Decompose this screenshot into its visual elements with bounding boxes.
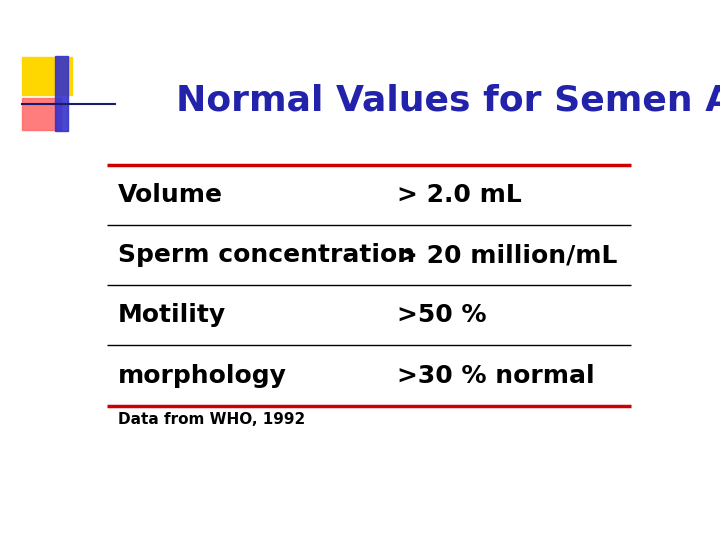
Text: Normal Values for Semen Analysis: Normal Values for Semen Analysis — [176, 84, 720, 118]
Text: > 20 million/mL: > 20 million/mL — [397, 243, 617, 267]
Text: Motility: Motility — [118, 303, 226, 327]
Text: Data from WHO, 1992: Data from WHO, 1992 — [118, 412, 305, 427]
Text: Volume: Volume — [118, 183, 223, 207]
Text: > 2.0 mL: > 2.0 mL — [397, 183, 522, 207]
Text: >50 %: >50 % — [397, 303, 487, 327]
Text: >30 % normal: >30 % normal — [397, 363, 595, 388]
Text: Sperm concentration: Sperm concentration — [118, 243, 415, 267]
Text: morphology: morphology — [118, 363, 287, 388]
